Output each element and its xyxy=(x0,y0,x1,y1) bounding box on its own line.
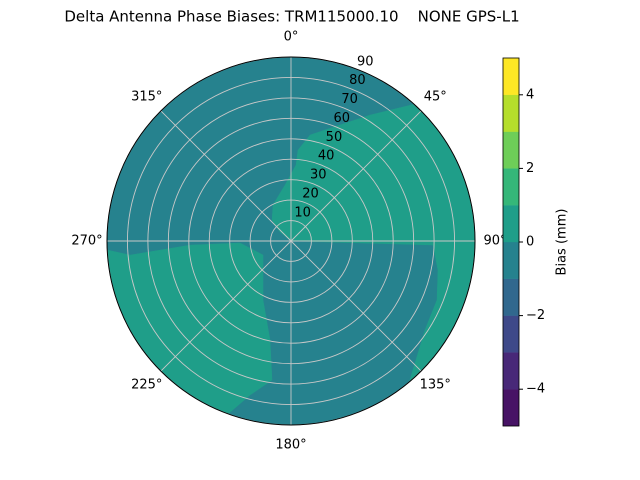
colorbar-tick-label: −4 xyxy=(526,382,545,397)
theta-grid-line xyxy=(290,110,422,242)
colorbar-band xyxy=(502,278,520,316)
theta-grid-line xyxy=(290,240,422,372)
r-tick-label: 50 xyxy=(326,130,343,145)
theta-tick-label: 90° xyxy=(483,234,506,249)
colorbar-tick-label: 2 xyxy=(526,161,534,176)
r-tick-label: 80 xyxy=(349,73,366,88)
r-tick-label: 20 xyxy=(302,186,319,201)
theta-grid-line xyxy=(160,240,292,372)
r-tick-label: 90 xyxy=(357,54,374,69)
colorbar-tick-label: −2 xyxy=(526,308,545,323)
colorbar-band xyxy=(502,315,520,353)
colorbar-band xyxy=(502,57,520,95)
colorbar-tick-label: 0 xyxy=(526,235,534,250)
theta-tick-label: 225° xyxy=(131,378,162,393)
theta-grid-line xyxy=(160,110,292,242)
theta-tick-label: 0° xyxy=(284,30,299,45)
r-tick-label: 70 xyxy=(341,92,358,107)
theta-tick-label: 45° xyxy=(424,89,447,104)
theta-tick-label: 135° xyxy=(420,378,451,393)
colorbar-band xyxy=(502,241,520,279)
polar-frame xyxy=(106,56,476,426)
colorbar-tick-label: 4 xyxy=(526,87,534,102)
colorbar-band xyxy=(502,94,520,132)
colorbar-band xyxy=(502,168,520,206)
colorbar-band xyxy=(502,389,520,427)
colorbar-label: Bias (mm) xyxy=(555,209,570,276)
theta-tick-label: 180° xyxy=(275,438,306,453)
r-tick-label: 60 xyxy=(333,111,350,126)
colorbar-band xyxy=(502,205,520,243)
theta-tick-label: 270° xyxy=(71,234,102,249)
colorbar-band xyxy=(502,352,520,390)
chart-title: Delta Antenna Phase Biases: TRM115000.10… xyxy=(64,8,519,26)
r-tick-label: 30 xyxy=(310,168,327,183)
colorbar-band xyxy=(502,131,520,169)
r-tick-label: 40 xyxy=(318,149,335,164)
theta-tick-label: 315° xyxy=(131,89,162,104)
r-tick-label: 10 xyxy=(294,205,311,220)
